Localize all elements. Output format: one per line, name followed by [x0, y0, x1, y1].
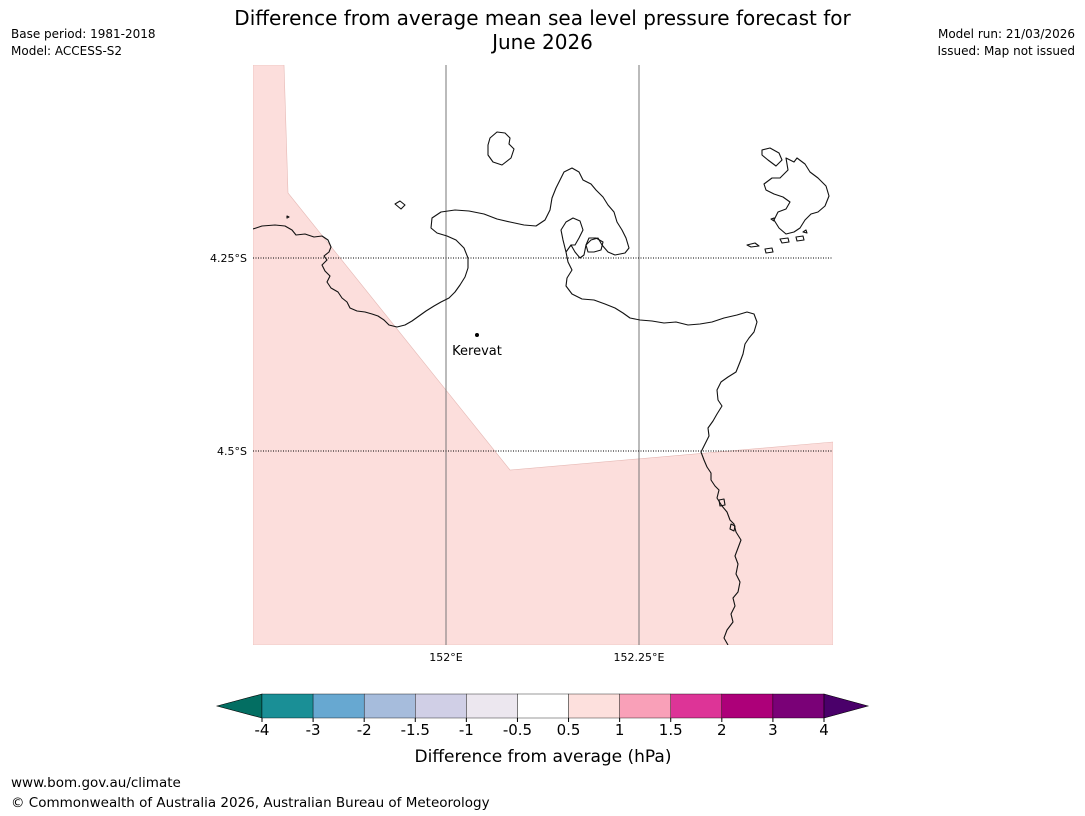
colorbar-segments	[261, 693, 825, 719]
colorbar-segment	[670, 693, 723, 719]
islets-ne	[746, 217, 808, 254]
colorbar-segment	[619, 693, 671, 719]
island-group-ne	[761, 147, 830, 235]
footer-url: www.bom.gov.au/climate	[11, 775, 181, 791]
colorbar-tick-label: -3	[306, 721, 321, 739]
colorbar-tick-label: -1.5	[401, 721, 430, 739]
colorbar-segment	[772, 693, 825, 719]
issued-status: Issued: Map not issued	[937, 44, 1075, 58]
map-title: Difference from average mean sea level p…	[180, 6, 905, 54]
lon-label-152: 152°E	[429, 651, 462, 664]
model-run: Model run: 21/03/2026	[937, 27, 1075, 41]
colorbar-tick-label: 2	[717, 721, 727, 739]
islet-west	[286, 215, 290, 219]
colorbar-segment	[363, 693, 416, 719]
colorbar-ticks: -4 -3 -2 -1.5 -1 -0.5 0.5 1 1.5 2 3 4	[255, 718, 829, 739]
colorbar-tick-label: 3	[768, 721, 778, 739]
colorbar-segment	[568, 693, 620, 719]
coastline-bay-west	[560, 217, 584, 253]
coastline-main	[253, 167, 758, 645]
coastline	[253, 131, 830, 645]
base-period: Base period: 1981-2018	[11, 27, 156, 41]
island-north	[487, 131, 515, 166]
colorbar-tick-label: -1	[459, 721, 474, 739]
title-line-2: June 2026	[492, 30, 593, 54]
colorbar-segment	[312, 693, 365, 719]
model-name: Model: ACCESS-S2	[11, 44, 123, 58]
colorbar-tick-label: 4	[819, 721, 829, 739]
colorbar-segment	[261, 693, 314, 719]
colorbar-segment	[415, 693, 467, 719]
colorbar: -4 -3 -2 -1.5 -1 -0.5 0.5 1 1.5 2 3 4 Difference fr…	[215, 693, 870, 767]
coastline-bay-east	[585, 237, 604, 253]
colorbar-tick-label: -2	[357, 721, 372, 739]
meta-left: Base period: 1981-2018 Model: ACCESS-S2	[11, 26, 156, 60]
lat-label-4-25: 4.25°S	[210, 252, 247, 265]
colorbar-label: Difference from average (hPa)	[415, 747, 672, 767]
island-small-west	[394, 200, 406, 210]
colorbar-over-arrow	[823, 693, 870, 719]
islets-east	[718, 498, 736, 532]
title-line-1: Difference from average mean sea level p…	[234, 6, 851, 30]
meta-right: Model run: 21/03/2026 Issued: Map not is…	[937, 26, 1075, 60]
anomaly-shading	[253, 65, 833, 645]
colorbar-tick-label: -4	[255, 721, 270, 739]
colorbar-tick-label: 1	[615, 721, 625, 739]
map-area	[253, 65, 833, 645]
place-label-kerevat: Kerevat	[452, 344, 502, 359]
kerevat-marker	[475, 333, 479, 337]
colorbar-segment	[721, 693, 774, 719]
colorbar-tick-label: 0.5	[557, 721, 581, 739]
colorbar-segment	[517, 693, 569, 719]
colorbar-segment	[466, 693, 518, 719]
colorbar-under-arrow	[215, 693, 263, 719]
lon-label-152-25: 152.25°E	[614, 651, 665, 664]
footer-copyright: © Commonwealth of Australia 2026, Austra…	[11, 795, 490, 811]
colorbar-tick-label: -0.5	[503, 721, 532, 739]
lat-label-4-5: 4.5°S	[217, 445, 247, 458]
colorbar-tick-label: 1.5	[659, 721, 683, 739]
